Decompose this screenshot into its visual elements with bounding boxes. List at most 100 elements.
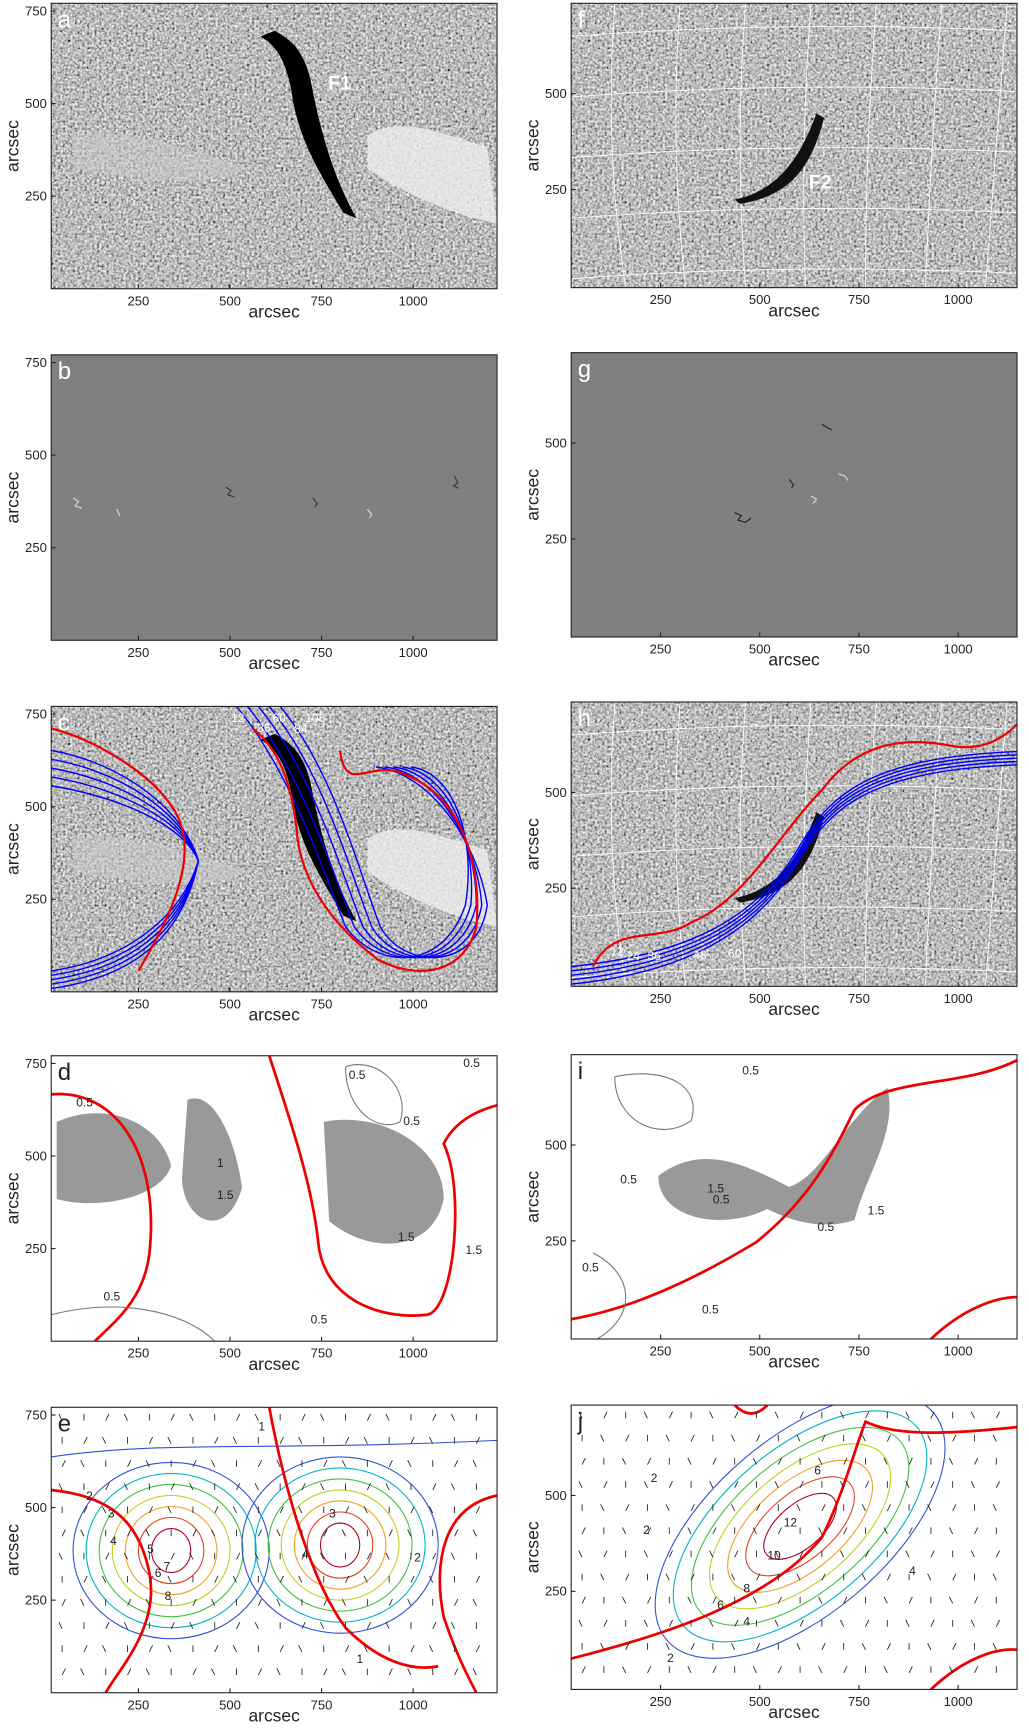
vector: [450, 1413, 455, 1421]
contour-label: 0.5: [349, 1068, 366, 1082]
vector: [687, 1457, 692, 1465]
panel-frame: [50, 354, 498, 641]
panel-letter: a: [58, 6, 72, 33]
grid-line: [571, 268, 1018, 280]
vector: [949, 1596, 954, 1604]
vector: [752, 1666, 757, 1674]
y-tick-label: 500: [545, 435, 567, 450]
x-tick-label: 250: [650, 1343, 672, 1358]
y-tick-label: 750: [25, 706, 47, 721]
vector: [276, 1529, 281, 1537]
y-tick-label: 250: [25, 892, 47, 907]
image-background: [571, 352, 1018, 637]
grid-line: [865, 701, 877, 987]
vector: [407, 1598, 412, 1606]
panel-image: [571, 352, 1018, 637]
vector: [731, 1504, 736, 1512]
y-tick-label: 250: [545, 881, 567, 896]
vector: [298, 1506, 303, 1514]
vector: [647, 1457, 652, 1465]
x-axis-label: arcsec: [768, 300, 820, 320]
vector: [668, 1411, 673, 1419]
vector: [167, 1575, 172, 1583]
panel-frame: [50, 705, 498, 993]
vector: [643, 1619, 648, 1627]
vector: [603, 1550, 608, 1558]
vector: [102, 1436, 107, 1444]
vector: [189, 1552, 194, 1560]
vector: [450, 1552, 455, 1560]
vector: [192, 1529, 197, 1537]
vector: [363, 1575, 368, 1583]
panel-image: [571, 1405, 1018, 1690]
vector: [930, 1411, 935, 1419]
vector: [865, 1411, 870, 1419]
vector: [454, 1668, 459, 1676]
y-tick-label: 250: [545, 1233, 567, 1248]
grid-line: [739, 701, 747, 987]
vector: [192, 1598, 197, 1606]
vector: [320, 1552, 325, 1560]
feature-label: F1: [328, 72, 351, 94]
vector: [83, 1575, 88, 1583]
vector: [214, 1436, 219, 1444]
vector: [668, 1619, 673, 1627]
vector: [581, 1527, 586, 1535]
vector: [886, 1434, 891, 1442]
vector: [257, 1598, 263, 1606]
vector: [709, 1619, 714, 1627]
contour-label: 0.5: [818, 1220, 835, 1234]
vector: [323, 1529, 328, 1537]
vector: [886, 1504, 891, 1512]
vector: [643, 1550, 648, 1558]
vector: [211, 1668, 216, 1676]
vector: [320, 1413, 325, 1421]
vector: [189, 1483, 194, 1491]
vector: [731, 1642, 736, 1650]
vector: [995, 1480, 1000, 1488]
vector: [127, 1529, 132, 1537]
vector: [83, 1506, 88, 1514]
y-tick-label: 500: [545, 1137, 567, 1152]
x-tick-label: 500: [749, 1343, 771, 1358]
vector: [58, 1413, 63, 1421]
y-tick-label: 750: [25, 1056, 47, 1071]
vector: [170, 1413, 175, 1421]
vector: [105, 1552, 110, 1560]
filament: [260, 733, 357, 922]
vector: [410, 1575, 415, 1583]
vector: [665, 1434, 670, 1442]
panel-frame: [50, 1406, 498, 1694]
grid-line: [925, 701, 943, 987]
x-tick-label: 1000: [399, 1697, 428, 1712]
vector: [643, 1480, 648, 1488]
vector: [687, 1527, 692, 1535]
contour: [98, 1483, 244, 1618]
contour: [150, 1527, 192, 1574]
vector: [83, 1645, 88, 1653]
vector: [581, 1457, 586, 1465]
contour: [306, 1511, 374, 1579]
vector: [603, 1619, 608, 1627]
contour-label: 0.5: [742, 1063, 759, 1077]
vector: [123, 1413, 128, 1421]
grid-line: [610, 701, 627, 987]
vector: [345, 1645, 350, 1653]
vector: [232, 1506, 237, 1514]
vector: [774, 1619, 779, 1627]
vector: [429, 1506, 434, 1514]
vector: [145, 1668, 150, 1676]
filament: [734, 812, 825, 903]
vector: [952, 1642, 957, 1650]
grid-line: [571, 906, 1018, 918]
vector: [105, 1622, 110, 1630]
vector: [992, 1434, 997, 1442]
vector: [475, 1506, 481, 1514]
x-tick-label: 750: [848, 1343, 870, 1358]
contour-label: 4: [909, 1564, 916, 1578]
vector: [236, 1483, 241, 1491]
vector: [970, 1550, 975, 1558]
vector: [167, 1436, 172, 1444]
field-line: [571, 750, 1018, 968]
